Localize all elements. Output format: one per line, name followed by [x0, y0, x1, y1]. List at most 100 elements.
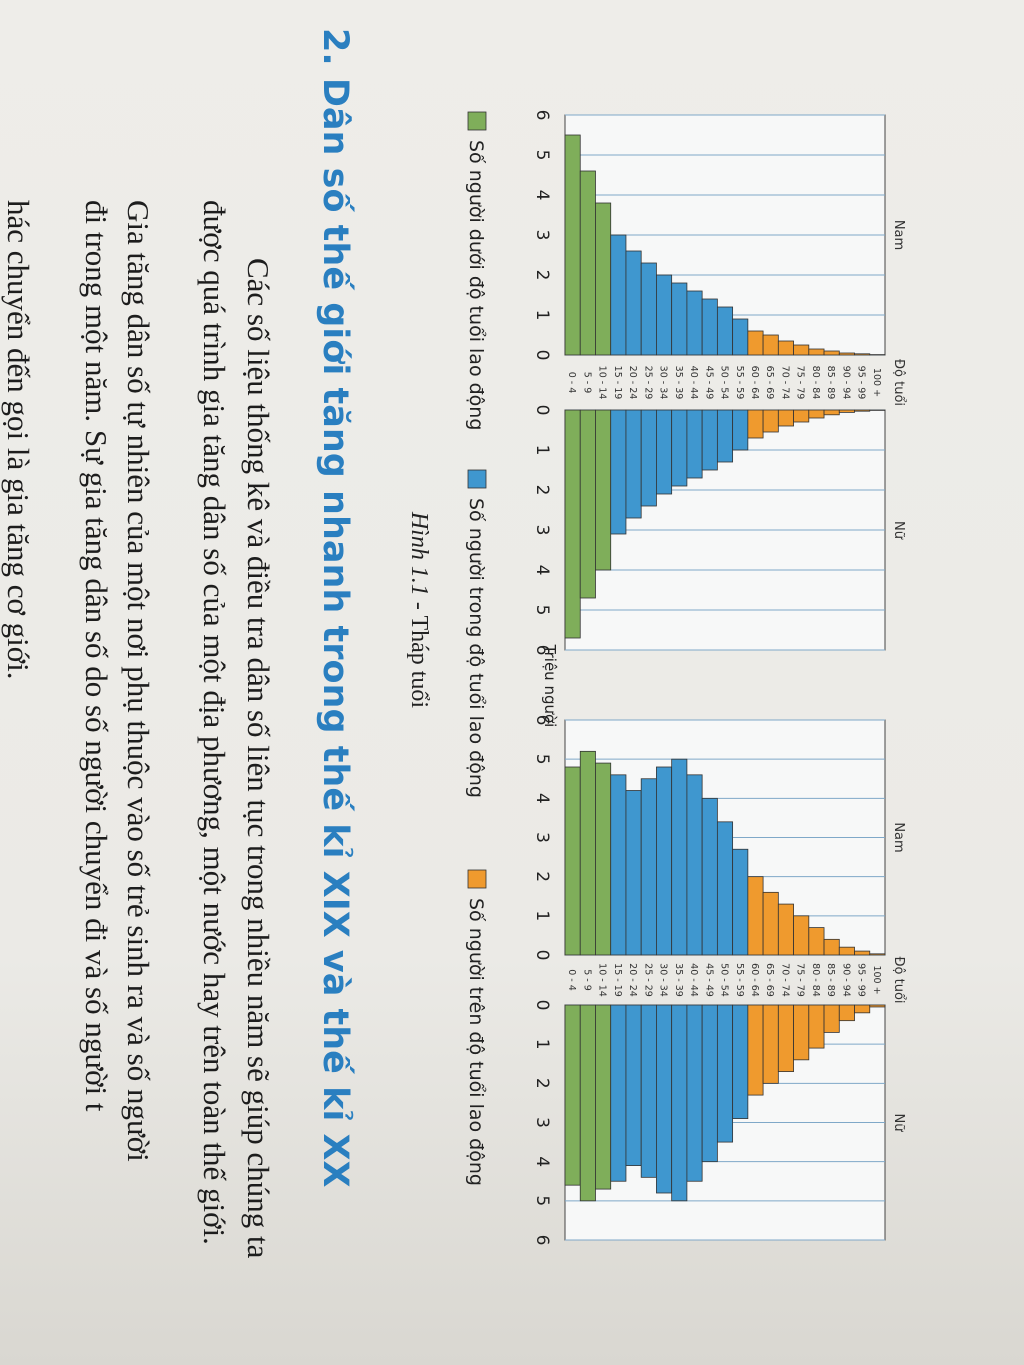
age-label: 60 - 64	[749, 963, 760, 997]
x-tick-label: 6	[532, 715, 552, 726]
x-tick-label: 2	[532, 1078, 552, 1089]
paragraph-line: đi trong một năm. Sự gia tăng dân số do …	[79, 200, 114, 1112]
x-axis-label: Triệu người	[541, 644, 559, 728]
x-tick-label: 0	[532, 405, 552, 416]
bar	[747, 409, 764, 439]
age-label: 55 - 59	[734, 366, 745, 400]
legend-swatch	[467, 869, 487, 889]
x-tick-label: 6	[532, 110, 552, 121]
x-tick-label: 4	[532, 190, 552, 201]
age-label: 85 - 89	[825, 366, 836, 400]
bar	[808, 348, 825, 356]
age-label: 25 - 29	[642, 366, 653, 400]
bar	[671, 409, 688, 487]
age-label: 75 - 79	[795, 366, 806, 400]
bar	[671, 758, 688, 956]
legend-label: Số người dưới độ tuổi lao động	[465, 140, 487, 430]
age-label: 0 - 4	[566, 969, 577, 991]
age-label: 85 - 89	[825, 963, 836, 997]
age-label: 100 +	[871, 368, 882, 397]
category-axis-label: Độ tuổi	[891, 359, 906, 406]
bar	[716, 821, 734, 956]
age-label: 40 - 44	[688, 963, 699, 997]
bar	[701, 298, 718, 356]
caption-separator: -	[406, 596, 432, 616]
bar	[838, 352, 855, 356]
x-tick-label: 2	[532, 270, 552, 281]
age-label: 80 - 84	[810, 366, 821, 400]
bar	[640, 262, 657, 356]
x-tick-label: 1	[532, 310, 552, 321]
bar	[640, 409, 657, 507]
age-label: 45 - 49	[703, 366, 714, 400]
bar	[686, 409, 703, 479]
bar	[793, 1004, 810, 1061]
age-label: 45 - 49	[703, 963, 714, 997]
bar	[595, 1004, 612, 1190]
bar	[762, 334, 779, 356]
age-label: 5 - 9	[581, 372, 592, 394]
bar	[625, 409, 642, 519]
section-heading: 2. Dân số thế giới tăng nhanh trong thế …	[315, 28, 355, 1188]
x-tick-label: 3	[532, 230, 552, 241]
x-tick-label: 4	[532, 565, 552, 576]
bar	[854, 950, 871, 956]
bar	[823, 1004, 840, 1033]
bar	[640, 1004, 657, 1178]
bar	[564, 766, 581, 956]
bar	[625, 250, 642, 356]
bar	[823, 350, 840, 356]
bar	[777, 903, 794, 956]
bar	[793, 409, 810, 423]
bar	[762, 891, 779, 956]
age-label: 90 - 94	[840, 963, 851, 997]
bar	[716, 409, 734, 463]
age-label: 60 - 64	[749, 366, 760, 400]
bar	[869, 953, 886, 956]
age-label: 50 - 54	[719, 366, 730, 400]
bar	[732, 1004, 749, 1119]
x-tick-label: 3	[532, 1117, 552, 1128]
bar	[808, 409, 825, 419]
age-label: 55 - 59	[734, 963, 745, 997]
side-label: Nam	[891, 220, 906, 250]
age-label: 95 - 99	[856, 366, 867, 400]
age-label: 50 - 54	[719, 963, 730, 997]
legend-label: Số người trong độ tuổi lao động	[465, 498, 487, 798]
bar	[686, 1004, 703, 1182]
bar	[762, 409, 779, 433]
bar	[686, 290, 703, 356]
x-tick-label: 4	[532, 1156, 552, 1167]
x-tick-label: 3	[532, 832, 552, 843]
bar	[564, 134, 581, 356]
side-label: Nam	[891, 822, 906, 852]
x-tick-label: 1	[532, 910, 552, 921]
age-label: 65 - 69	[764, 963, 775, 997]
paragraph-line: hác chuyển đến gọi là gia tăng cơ giới.	[1, 200, 36, 680]
bar	[625, 1004, 642, 1166]
bar	[656, 409, 673, 495]
paragraph-line: được quá trình gia tăng dân số của một đ…	[197, 200, 232, 1245]
paragraph-line: Gia tăng dân số tự nhiên của một nơi phụ…	[121, 200, 156, 1162]
bar	[762, 1004, 779, 1084]
bar	[595, 202, 612, 356]
age-label: 90 - 94	[840, 366, 851, 400]
age-label: 70 - 74	[779, 366, 790, 400]
bar	[701, 797, 718, 956]
age-label: 20 - 24	[627, 963, 638, 997]
age-label: 30 - 34	[658, 963, 669, 997]
x-tick-label: 5	[532, 1195, 552, 1206]
bar	[610, 234, 627, 356]
bar	[777, 1004, 794, 1072]
bar	[732, 848, 749, 956]
age-label: 10 - 14	[597, 963, 608, 997]
caption-text: Tháp tuổi	[406, 615, 432, 708]
bar	[610, 409, 627, 535]
bar	[625, 790, 642, 956]
paragraph-line: Các số liệu thống kê và điều tra dân số …	[241, 258, 276, 1259]
x-tick-label: 3	[532, 525, 552, 536]
age-label: 5 - 9	[581, 969, 592, 991]
bar	[747, 876, 764, 956]
